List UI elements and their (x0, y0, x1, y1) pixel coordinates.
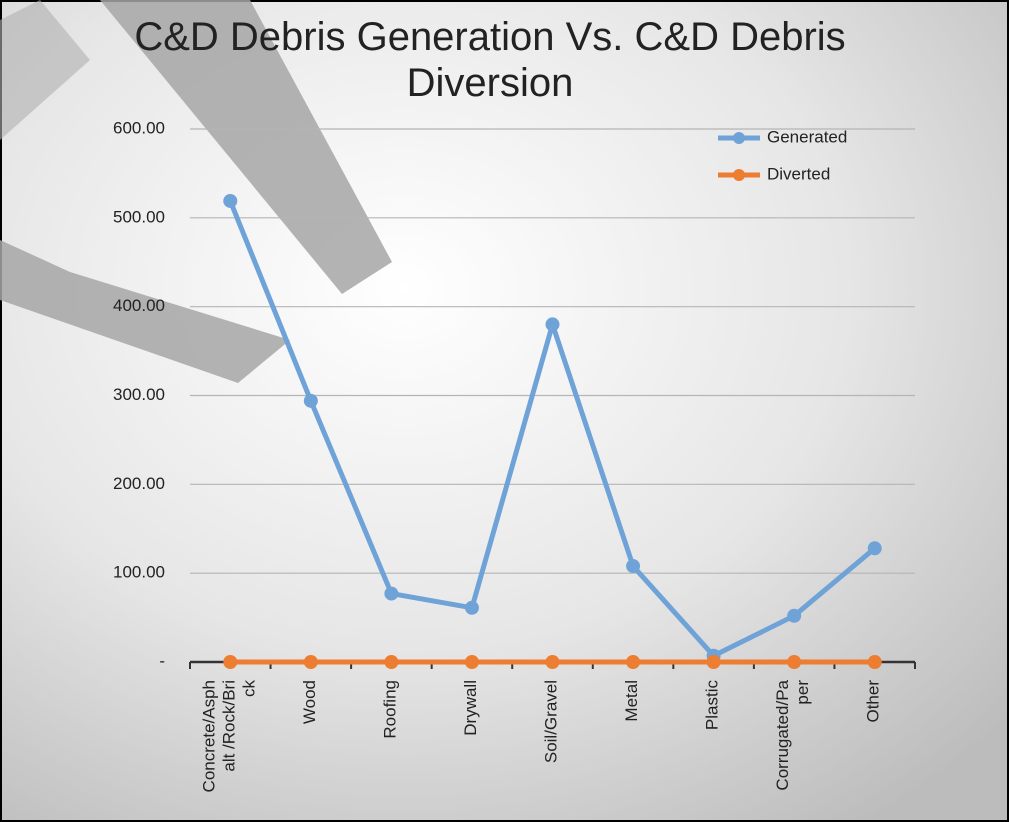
legend-marker (733, 132, 745, 144)
x-tick-label: Wood (300, 680, 319, 724)
series-marker (626, 655, 641, 669)
legend-marker (733, 169, 745, 181)
series-marker (867, 541, 882, 556)
series-marker (545, 655, 560, 669)
series-marker (787, 655, 802, 669)
legend-label: Generated (767, 127, 847, 146)
series-marker (464, 600, 479, 615)
series-marker (223, 655, 238, 669)
y-tick-label: 400.00 (113, 296, 165, 315)
chart-title: C&D Debris Generation Vs. C&D Debris Div… (134, 15, 846, 105)
y-tick-label: 600.00 (113, 118, 165, 137)
watermark (100, 0, 392, 294)
x-tick-label: Drywall (461, 680, 480, 736)
x-tick-label: Corrugated/Paper (774, 679, 813, 790)
watermark (0, 0, 90, 140)
series-marker (706, 655, 721, 669)
watermark (0, 240, 290, 383)
x-tick-label: Plastic (703, 680, 722, 731)
series-marker (626, 559, 641, 574)
series-marker (303, 393, 318, 408)
legend-label: Diverted (767, 164, 830, 183)
series-marker (867, 655, 882, 669)
y-tick-label: 500.00 (113, 207, 165, 226)
series-marker (384, 655, 399, 669)
x-tick-label: Other (864, 680, 883, 723)
series-marker (787, 608, 802, 623)
y-tick-label: 200.00 (113, 474, 165, 493)
series-marker (384, 586, 399, 601)
y-tick-label: 300.00 (113, 385, 165, 404)
series-marker (464, 655, 479, 669)
y-tick-label: 100.00 (113, 563, 165, 582)
x-tick-label: Metal (623, 680, 642, 722)
x-tick-label: Soil/Gravel (542, 680, 561, 763)
x-tick-label: Concrete/Asphalt /Rock/Brick (200, 680, 259, 793)
x-tick-label: Roofing (381, 680, 400, 739)
series-marker (545, 317, 560, 332)
y-tick-label: - (159, 651, 165, 670)
series-marker (223, 193, 238, 208)
series-marker (303, 655, 318, 669)
